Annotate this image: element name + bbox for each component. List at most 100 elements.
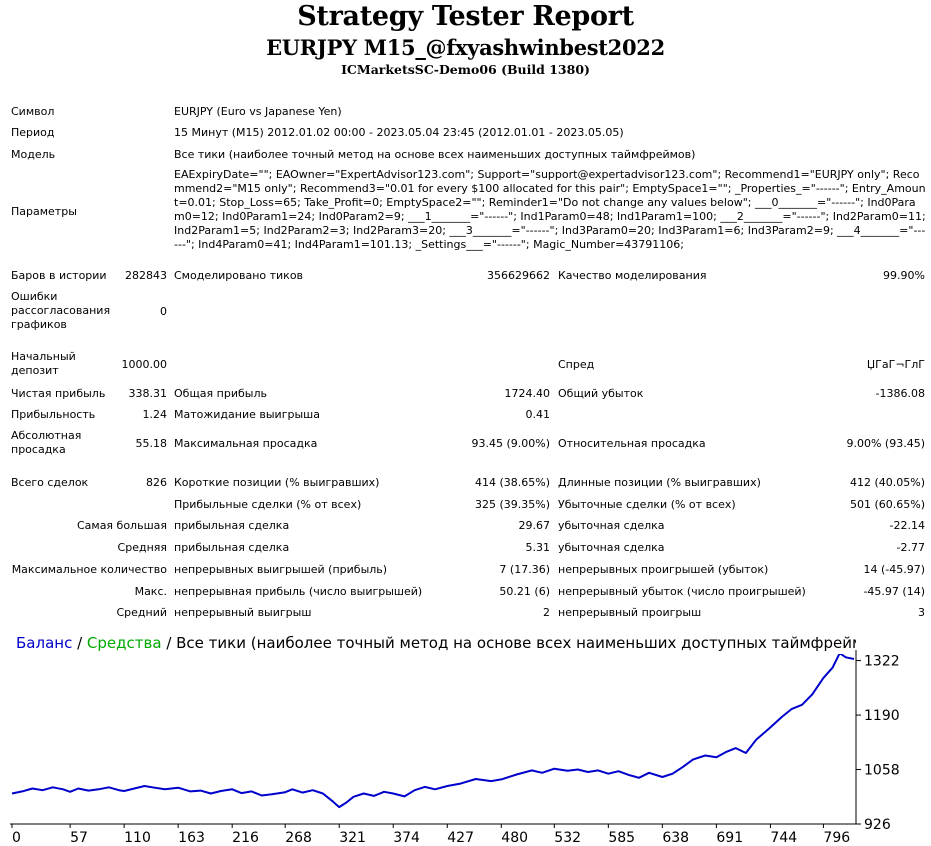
loss-trades-label: Убыточные сделки (% от всех) bbox=[558, 498, 736, 511]
gross-profit-value: 1724.40 bbox=[504, 387, 551, 400]
params-label: Параметры bbox=[11, 205, 77, 218]
y-tick-label: 1322 bbox=[864, 654, 900, 670]
x-tick-label: 744 bbox=[770, 830, 797, 846]
cons-profit-label: непрерывная прибыль (число выигрышей) bbox=[174, 585, 423, 598]
cons-wins-value: 7 (17.36) bbox=[499, 563, 550, 576]
avg-loss-label: убыточная сделка bbox=[558, 541, 665, 554]
deposit-value: 1000.00 bbox=[121, 358, 168, 371]
loss-trades-value: 501 (60.65%) bbox=[849, 498, 925, 511]
avg-cons-wins-value: 2 bbox=[543, 606, 550, 619]
avg-profit-value: 5.31 bbox=[525, 541, 551, 554]
quality-label: Качество моделирования bbox=[558, 269, 707, 282]
expected-payoff-value: 0.41 bbox=[525, 408, 551, 421]
y-tick-label: 926 bbox=[864, 817, 891, 833]
x-tick-label: 532 bbox=[554, 830, 581, 846]
rel-drawdown-value: 9.00% (93.45) bbox=[846, 437, 925, 450]
abs-drawdown-label: Абсолютная просадка bbox=[11, 429, 82, 456]
net-profit-value: 338.31 bbox=[128, 387, 168, 400]
gross-loss-value: -1386.08 bbox=[875, 387, 925, 400]
max-label: Макс. bbox=[134, 585, 167, 598]
x-tick-label: 374 bbox=[393, 830, 420, 846]
report-title: Strategy Tester Report bbox=[297, 1, 634, 32]
legend-balance: Баланс bbox=[16, 634, 72, 652]
avg-cons-losses-label: непрерывный проигрыш bbox=[558, 606, 702, 619]
profit-factor-label: Прибыльность bbox=[11, 408, 96, 421]
balance-chart: Баланс / Средства / Все тики (наиболее т… bbox=[10, 628, 921, 846]
legend-sep-2: / bbox=[162, 634, 177, 652]
avg-loss-value: -2.77 bbox=[896, 541, 925, 554]
errors-label: Ошибки рассогласования графиков bbox=[11, 290, 111, 331]
profit-trades-label: Прибыльные сделки (% от всех) bbox=[174, 498, 362, 511]
long-positions-label: Длинные позиции (% выигравших) bbox=[558, 476, 761, 489]
profit-trades-value: 325 (39.35%) bbox=[474, 498, 550, 511]
x-tick-label: 216 bbox=[232, 830, 259, 846]
legend-model: Все тики (наиболее точный метод на основ… bbox=[176, 634, 921, 652]
cons-profit-value: 50.21 (6) bbox=[499, 585, 550, 598]
ticks-label: Смоделировано тиков bbox=[174, 269, 304, 282]
x-tick-label: 585 bbox=[608, 830, 635, 846]
max-count-label: Максимальное количество bbox=[11, 563, 167, 576]
x-tick-label: 638 bbox=[662, 830, 689, 846]
avg-cons-losses-value: 3 bbox=[918, 606, 925, 619]
y-tick-label: 1058 bbox=[864, 763, 900, 779]
largest-profit-value: 29.67 bbox=[518, 519, 551, 532]
profit-factor-value: 1.24 bbox=[142, 408, 168, 421]
balance-series-line bbox=[11, 654, 855, 809]
abs-drawdown-value: 55.18 bbox=[135, 437, 168, 450]
total-trades-label: Всего сделок bbox=[11, 476, 89, 489]
rel-drawdown-label: Относительная просадка bbox=[558, 437, 706, 450]
y-tick-label: 1190 bbox=[864, 708, 900, 724]
largest-label: Самая большая bbox=[76, 519, 167, 532]
spread-label: Спред bbox=[558, 358, 595, 371]
symbol-label: Символ bbox=[11, 105, 55, 118]
largest-loss-value: -22.14 bbox=[889, 519, 925, 532]
expected-payoff-label: Матожидание выигрыша bbox=[174, 408, 320, 421]
short-positions-value: 414 (38.65%) bbox=[474, 476, 550, 489]
x-tick-label: 110 bbox=[124, 830, 151, 846]
x-tick-label: 57 bbox=[70, 830, 88, 846]
net-profit-label: Чистая прибыль bbox=[11, 387, 106, 400]
cons-losses-label: непрерывных проигрышей (убыток) bbox=[558, 563, 769, 576]
chart-legend: Баланс / Средства / Все тики (наиболее т… bbox=[16, 634, 921, 652]
max-drawdown-value: 93.45 (9.00%) bbox=[471, 437, 550, 450]
x-tick-label: 796 bbox=[823, 830, 850, 846]
cons-loss-label: непрерывный убыток (число проигрышей) bbox=[558, 585, 806, 598]
cons-loss-value: -45.97 (14) bbox=[863, 585, 925, 598]
avg-cons-wins-label: непрерывный выигрыш bbox=[174, 606, 312, 619]
gross-profit-label: Общая прибыль bbox=[174, 387, 267, 400]
report-subtitle: EURJPY M15_@fxyashwinbest2022 bbox=[266, 35, 665, 60]
params-value: EAExpiryDate=""; EAOwner="ExpertAdvisor1… bbox=[174, 168, 930, 251]
x-tick-label: 0 bbox=[12, 830, 21, 846]
x-tick-label: 691 bbox=[716, 830, 743, 846]
model-label: Модель bbox=[11, 148, 56, 161]
symbol-value: EURJPY (Euro vs Japanese Yen) bbox=[174, 105, 342, 118]
avg-profit-label: прибыльная сделка bbox=[174, 541, 290, 554]
deposit-label: Начальный депозит bbox=[11, 350, 76, 377]
cons-wins-label: непрерывных выигрышей (прибыль) bbox=[174, 563, 388, 576]
x-tick-label: 163 bbox=[178, 830, 205, 846]
errors-value: 0 bbox=[160, 305, 167, 318]
avg-consecutive-label: Средний bbox=[116, 606, 167, 619]
short-positions-label: Короткие позиции (% выигравших) bbox=[174, 476, 380, 489]
long-positions-value: 412 (40.05%) bbox=[849, 476, 925, 489]
quality-value: 99.90% bbox=[883, 269, 925, 282]
bars-value: 282843 bbox=[125, 269, 167, 282]
max-drawdown-label: Максимальная просадка bbox=[174, 437, 318, 450]
average-label: Средняя bbox=[117, 541, 167, 554]
ticks-value: 356629662 bbox=[487, 269, 550, 282]
largest-profit-label: прибыльная сделка bbox=[174, 519, 290, 532]
legend-equity: Средства bbox=[87, 634, 162, 652]
x-tick-label: 427 bbox=[447, 830, 474, 846]
server-build: ICMarketsSC-Demo06 (Build 1380) bbox=[341, 62, 590, 77]
x-tick-label: 268 bbox=[285, 830, 312, 846]
model-value: Все тики (наиболее точный метод на основ… bbox=[174, 148, 696, 161]
cons-losses-value: 14 (-45.97) bbox=[863, 563, 925, 576]
x-tick-label: 480 bbox=[501, 830, 528, 846]
period-value: 15 Минут (M15) 2012.01.02 00:00 - 2023.0… bbox=[174, 126, 624, 139]
gross-loss-label: Общий убыток bbox=[558, 387, 644, 400]
largest-loss-label: убыточная сделка bbox=[558, 519, 665, 532]
spread-value: ЏГаГ¬ГлГ bbox=[866, 358, 925, 371]
x-tick-label: 321 bbox=[339, 830, 366, 846]
bars-label: Баров в истории bbox=[11, 269, 107, 282]
total-trades-value: 826 bbox=[146, 476, 167, 489]
